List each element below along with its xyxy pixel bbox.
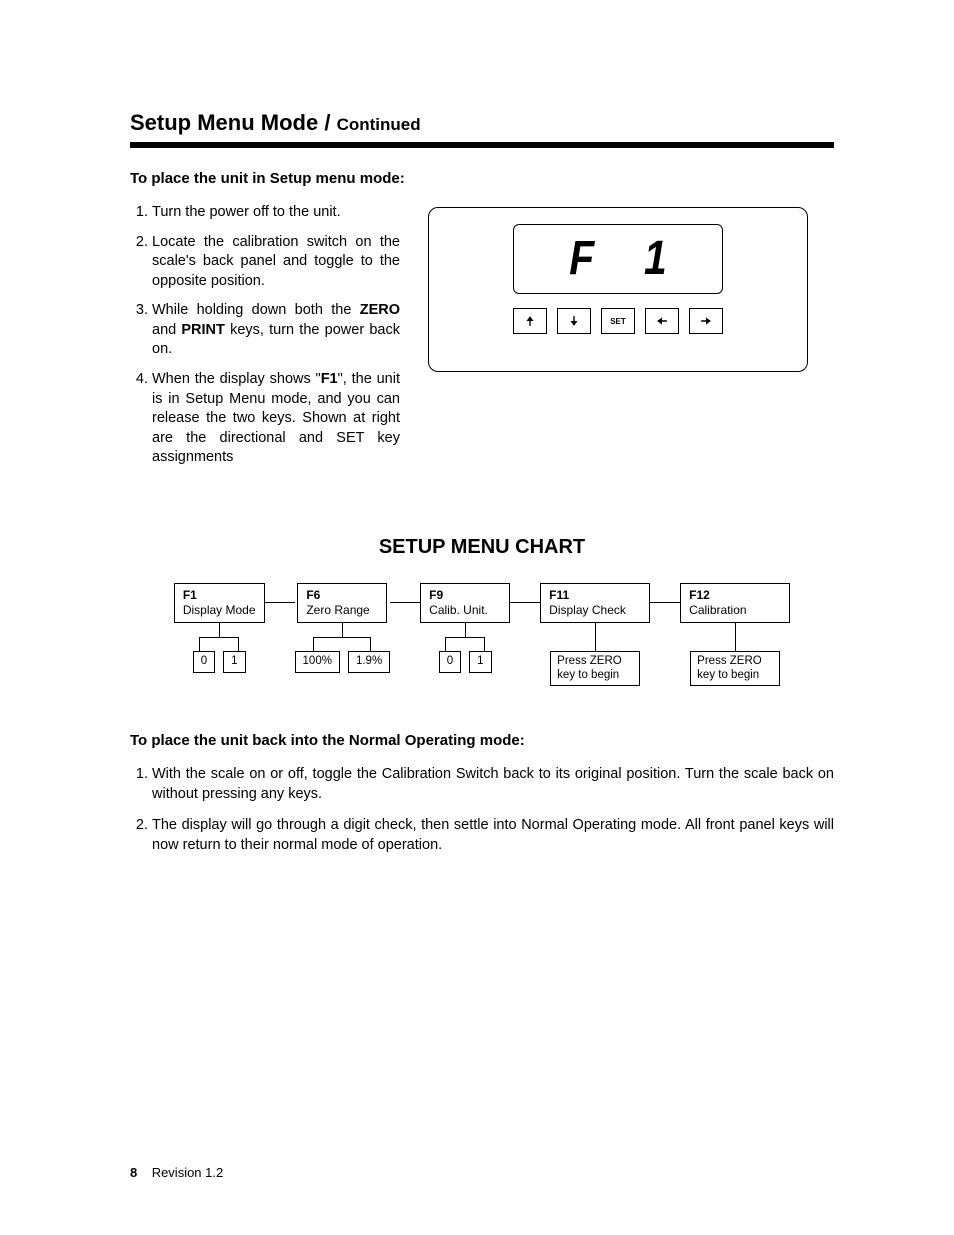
setup-step-2: Locate the calibration switch on the sca…: [152, 233, 400, 292]
chart-leaves: Press ZERO key to begin: [550, 651, 640, 687]
device-column: F 1 SET: [420, 203, 834, 372]
page-footer: 8 Revision 1.2: [130, 1165, 223, 1180]
page-number: 8: [130, 1165, 137, 1180]
chart-code: F11: [549, 588, 641, 603]
revision-label: Revision 1.2: [152, 1165, 224, 1180]
step-text: Locate the calibration switch on the sca…: [152, 234, 400, 289]
chart-head: F12 Calibration: [680, 583, 790, 623]
arrow-up-key[interactable]: [513, 308, 547, 334]
chart-leaf: Press ZERO key to begin: [690, 651, 780, 687]
chart-branch: [445, 637, 485, 651]
arrow-left-icon: [655, 314, 669, 328]
chart-head: F11 Display Check: [540, 583, 650, 623]
chart-group-f12: F12 Calibration Press ZERO key to begin: [680, 583, 790, 687]
chart-label: Calibration: [689, 603, 781, 618]
arrow-down-key[interactable]: [557, 308, 591, 334]
chart-hconnector: [390, 602, 420, 603]
step-text: When the display shows ": [152, 371, 321, 387]
chart-connector: [342, 623, 343, 637]
lcd-display: F 1: [513, 224, 723, 294]
chart-leaf: Press ZERO key to begin: [550, 651, 640, 687]
chart-code: F1: [183, 588, 256, 603]
chart-label: Display Mode: [183, 603, 256, 618]
normal-heading: To place the unit back into the Normal O…: [130, 732, 834, 749]
chart-connector: [735, 623, 736, 651]
chart-group-f11: F11 Display Check Press ZERO key to begi…: [540, 583, 650, 687]
chart-group-f9: F9 Calib. Unit. 0 1: [420, 583, 510, 687]
chart-leaf: 0: [193, 651, 215, 673]
chart-leaf: 1: [223, 651, 245, 673]
chart-connector: [595, 623, 596, 651]
setup-step-3: While holding down both the ZERO and PRI…: [152, 301, 400, 360]
chart-title: SETUP MENU CHART: [130, 536, 834, 559]
chart-connector: [219, 623, 220, 637]
chart-leaf: 100%: [295, 651, 340, 673]
step-bold: PRINT: [181, 322, 225, 338]
chart-leaf: 0: [439, 651, 461, 673]
chart-leaves: 100% 1.9%: [295, 651, 391, 673]
lcd-char-right: 1: [644, 235, 667, 283]
chart-label: Display Check: [549, 603, 641, 618]
chart-group-f1: F1 Display Mode 0 1: [174, 583, 265, 687]
chart-connector: [465, 623, 466, 637]
chart-code: F6: [306, 588, 378, 603]
chart-hconnector: [265, 602, 295, 603]
arrow-up-icon: [523, 314, 537, 328]
header-title: Setup Menu Mode: [130, 110, 318, 135]
chart-leaves: 0 1: [439, 651, 492, 673]
two-column-layout: Turn the power off to the unit. Locate t…: [130, 203, 834, 478]
arrow-down-icon: [567, 314, 581, 328]
chart-label: Zero Range: [306, 603, 378, 618]
chart-leaves: 0 1: [193, 651, 246, 673]
setup-steps-list: Turn the power off to the unit. Locate t…: [130, 203, 400, 468]
chart-hconnector: [510, 602, 540, 603]
normal-steps-list: With the scale on or off, toggle the Cal…: [130, 765, 834, 855]
setup-heading: To place the unit in Setup menu mode:: [130, 170, 834, 187]
chart-head: F6 Zero Range: [297, 583, 387, 623]
setup-step-1: Turn the power off to the unit.: [152, 203, 400, 223]
arrow-left-key[interactable]: [645, 308, 679, 334]
chart-branch: [199, 637, 239, 651]
chart-head: F1 Display Mode: [174, 583, 265, 623]
menu-chart: F1 Display Mode 0 1 F6 Zero Range: [130, 583, 834, 687]
chart-leaf: 1.9%: [348, 651, 390, 673]
step-text: and: [152, 322, 181, 338]
set-key[interactable]: SET: [601, 308, 635, 334]
step-bold: ZERO: [360, 302, 400, 318]
set-key-label: SET: [610, 317, 626, 326]
chart-label: Calib. Unit.: [429, 603, 501, 618]
chart-code: F9: [429, 588, 501, 603]
chart-branch: [313, 637, 371, 651]
chart-group-f6: F6 Zero Range 100% 1.9%: [295, 583, 391, 687]
device-illustration: F 1 SET: [428, 207, 808, 372]
steps-column: Turn the power off to the unit. Locate t…: [130, 203, 400, 478]
page-header: Setup Menu Mode / Continued: [130, 110, 834, 136]
step-text: Turn the power off to the unit.: [152, 204, 341, 220]
arrow-right-icon: [699, 314, 713, 328]
setup-step-4: When the display shows "F1", the unit is…: [152, 370, 400, 468]
header-rule: [130, 142, 834, 148]
normal-step-2: The display will go through a digit chec…: [152, 816, 834, 855]
step-bold: F1: [321, 371, 338, 387]
page: Setup Menu Mode / Continued To place the…: [0, 0, 954, 1235]
chart-leaf: 1: [469, 651, 491, 673]
chart-head: F9 Calib. Unit.: [420, 583, 510, 623]
step-text: While holding down both the: [152, 302, 360, 318]
key-row: SET: [513, 308, 723, 334]
chart-code: F12: [689, 588, 781, 603]
chart-leaves: Press ZERO key to begin: [690, 651, 780, 687]
arrow-right-key[interactable]: [689, 308, 723, 334]
chart-hconnector: [650, 602, 680, 603]
header-subtitle: Continued: [337, 115, 421, 134]
header-separator: /: [318, 110, 336, 135]
lcd-char-left: F: [569, 235, 594, 283]
normal-step-1: With the scale on or off, toggle the Cal…: [152, 765, 834, 804]
